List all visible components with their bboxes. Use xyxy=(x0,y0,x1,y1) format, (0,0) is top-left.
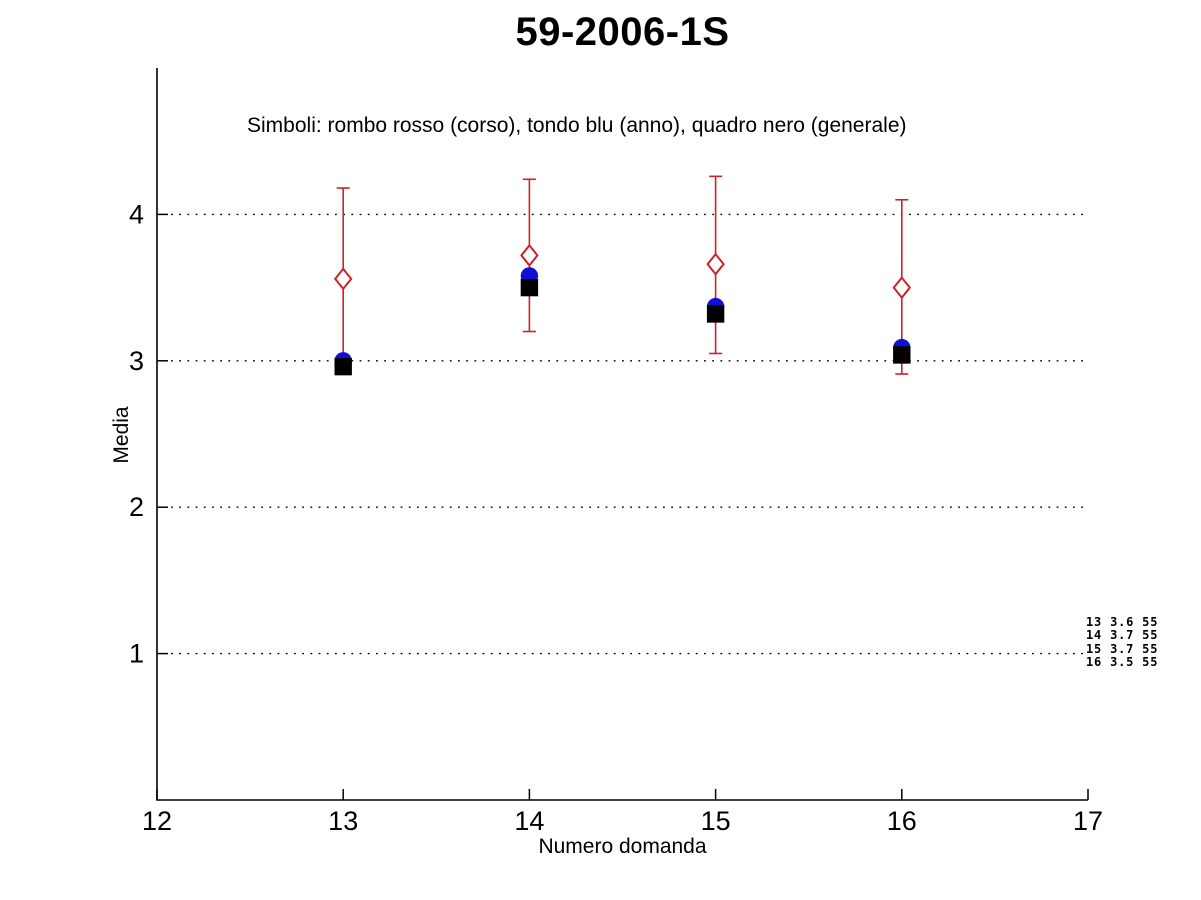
marker-diamond-corso-15 xyxy=(706,252,725,276)
axis-lines xyxy=(156,68,1088,801)
y-tick-label-1: 1 xyxy=(129,639,144,669)
annotation-line: 13 3.6 55 xyxy=(1086,615,1159,629)
chart-subtitle: Simboli: rombo rosso (corso), tondo blu … xyxy=(247,114,907,137)
marker-diamond-corso-14 xyxy=(520,243,539,267)
annotation-line: 15 3.7 55 xyxy=(1086,641,1159,656)
annotation-block: 13 3.6 55 14 3.7 55 15 3.7 55 16 3.5 55 xyxy=(1086,615,1159,670)
marker-diamond-corso-13 xyxy=(333,267,353,291)
marker-square-generale-16 xyxy=(893,346,911,364)
x-tick-label-17: 17 xyxy=(1073,806,1103,836)
x-tick-label-13: 13 xyxy=(328,806,358,836)
marker-square-generale-14 xyxy=(520,278,539,297)
y-tick-label-3: 3 xyxy=(129,346,144,376)
x-tick-label-16: 16 xyxy=(887,806,917,836)
x-tick-label-12: 12 xyxy=(142,806,172,836)
marker-diamond-corso-16 xyxy=(892,275,912,300)
x-axis-label: Numero domanda xyxy=(538,835,707,858)
x-tick-label-14: 14 xyxy=(514,806,544,836)
marker-square-generale-15 xyxy=(706,305,725,323)
chart-title: 59-2006-1S xyxy=(515,10,730,54)
annotation-line: 14 3.7 55 xyxy=(1086,628,1159,643)
y-tick-label-2: 2 xyxy=(129,492,144,522)
y-tick-label-4: 4 xyxy=(129,199,144,229)
marker-square-generale-13 xyxy=(334,357,352,376)
x-tick-label-15: 15 xyxy=(701,806,731,836)
annotation-line: 16 3.5 55 xyxy=(1086,655,1159,670)
